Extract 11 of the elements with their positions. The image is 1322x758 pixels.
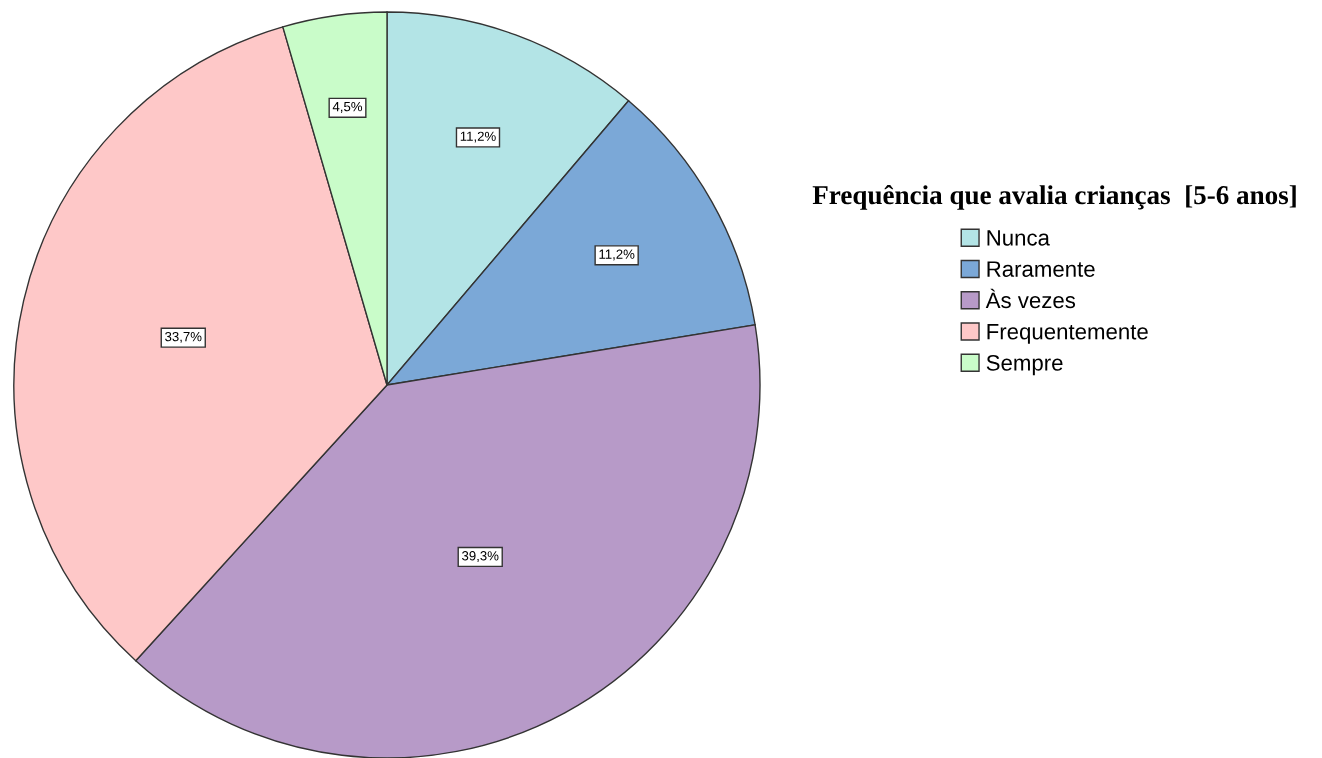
- data-label: 39,3%: [462, 551, 499, 563]
- legend-label: Sempre: [986, 355, 1063, 376]
- legend-label: Às vezes: [985, 288, 1076, 309]
- legend-label: Frequentemente: [987, 323, 1148, 344]
- data-label: 11,2%: [599, 249, 635, 261]
- data-label: 4,5%: [332, 102, 363, 113]
- legend-label: Nunca: [987, 230, 1050, 246]
- legend-label: Raramente: [987, 261, 1095, 277]
- data-label: 33,7%: [165, 331, 202, 343]
- legend-title: Frequência que avalia crianças [5-6 anos]: [812, 184, 1296, 210]
- data-label: 11,2%: [460, 131, 496, 143]
